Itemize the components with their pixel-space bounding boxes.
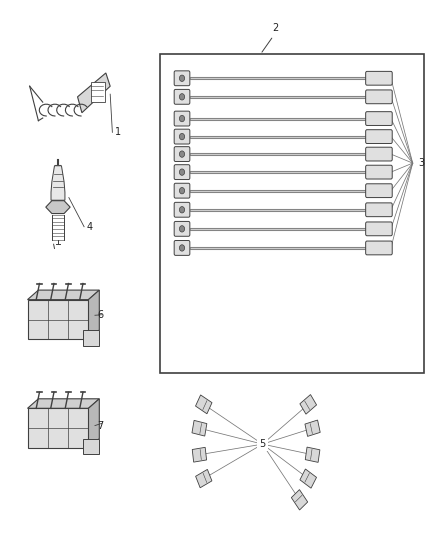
Text: 6: 6: [97, 310, 103, 320]
Circle shape: [180, 207, 185, 213]
Polygon shape: [78, 73, 110, 113]
FancyBboxPatch shape: [366, 130, 392, 143]
FancyBboxPatch shape: [366, 203, 392, 216]
Polygon shape: [291, 490, 307, 510]
Polygon shape: [305, 420, 320, 437]
Polygon shape: [192, 421, 207, 436]
Polygon shape: [88, 290, 99, 340]
FancyBboxPatch shape: [174, 111, 190, 126]
FancyBboxPatch shape: [366, 184, 392, 198]
Circle shape: [180, 169, 185, 175]
Circle shape: [180, 115, 185, 122]
Polygon shape: [28, 290, 99, 300]
Text: 5: 5: [259, 439, 266, 449]
FancyBboxPatch shape: [174, 165, 190, 180]
Circle shape: [180, 151, 185, 157]
FancyBboxPatch shape: [174, 203, 190, 217]
Polygon shape: [300, 469, 317, 488]
Bar: [28, 300, 88, 340]
FancyBboxPatch shape: [366, 112, 392, 125]
Polygon shape: [195, 395, 212, 414]
Polygon shape: [28, 399, 99, 408]
Circle shape: [180, 245, 185, 251]
FancyBboxPatch shape: [366, 90, 392, 104]
Polygon shape: [88, 399, 99, 448]
Polygon shape: [305, 447, 320, 462]
Circle shape: [180, 133, 185, 140]
FancyBboxPatch shape: [174, 240, 190, 255]
Bar: [83, 439, 99, 455]
FancyBboxPatch shape: [366, 147, 392, 161]
Circle shape: [180, 94, 185, 100]
Text: 2: 2: [272, 23, 279, 33]
FancyBboxPatch shape: [366, 241, 392, 255]
Polygon shape: [196, 470, 212, 488]
Bar: [83, 330, 99, 346]
FancyBboxPatch shape: [366, 71, 392, 85]
Bar: [28, 408, 88, 448]
FancyBboxPatch shape: [174, 90, 190, 104]
FancyBboxPatch shape: [366, 165, 392, 179]
Bar: [91, 82, 105, 102]
FancyBboxPatch shape: [174, 221, 190, 236]
FancyBboxPatch shape: [174, 71, 190, 86]
Circle shape: [180, 225, 185, 232]
Circle shape: [180, 188, 185, 194]
Bar: [160, 54, 424, 373]
Text: 1: 1: [115, 127, 121, 138]
FancyBboxPatch shape: [174, 147, 190, 161]
Text: 3: 3: [418, 158, 424, 168]
Circle shape: [180, 75, 185, 82]
Text: 7: 7: [97, 421, 103, 431]
FancyBboxPatch shape: [174, 129, 190, 144]
Polygon shape: [46, 201, 70, 214]
FancyBboxPatch shape: [174, 183, 190, 198]
Text: 4: 4: [86, 222, 92, 232]
Polygon shape: [51, 166, 65, 200]
Polygon shape: [300, 394, 317, 414]
Polygon shape: [192, 447, 207, 462]
FancyBboxPatch shape: [366, 222, 392, 236]
